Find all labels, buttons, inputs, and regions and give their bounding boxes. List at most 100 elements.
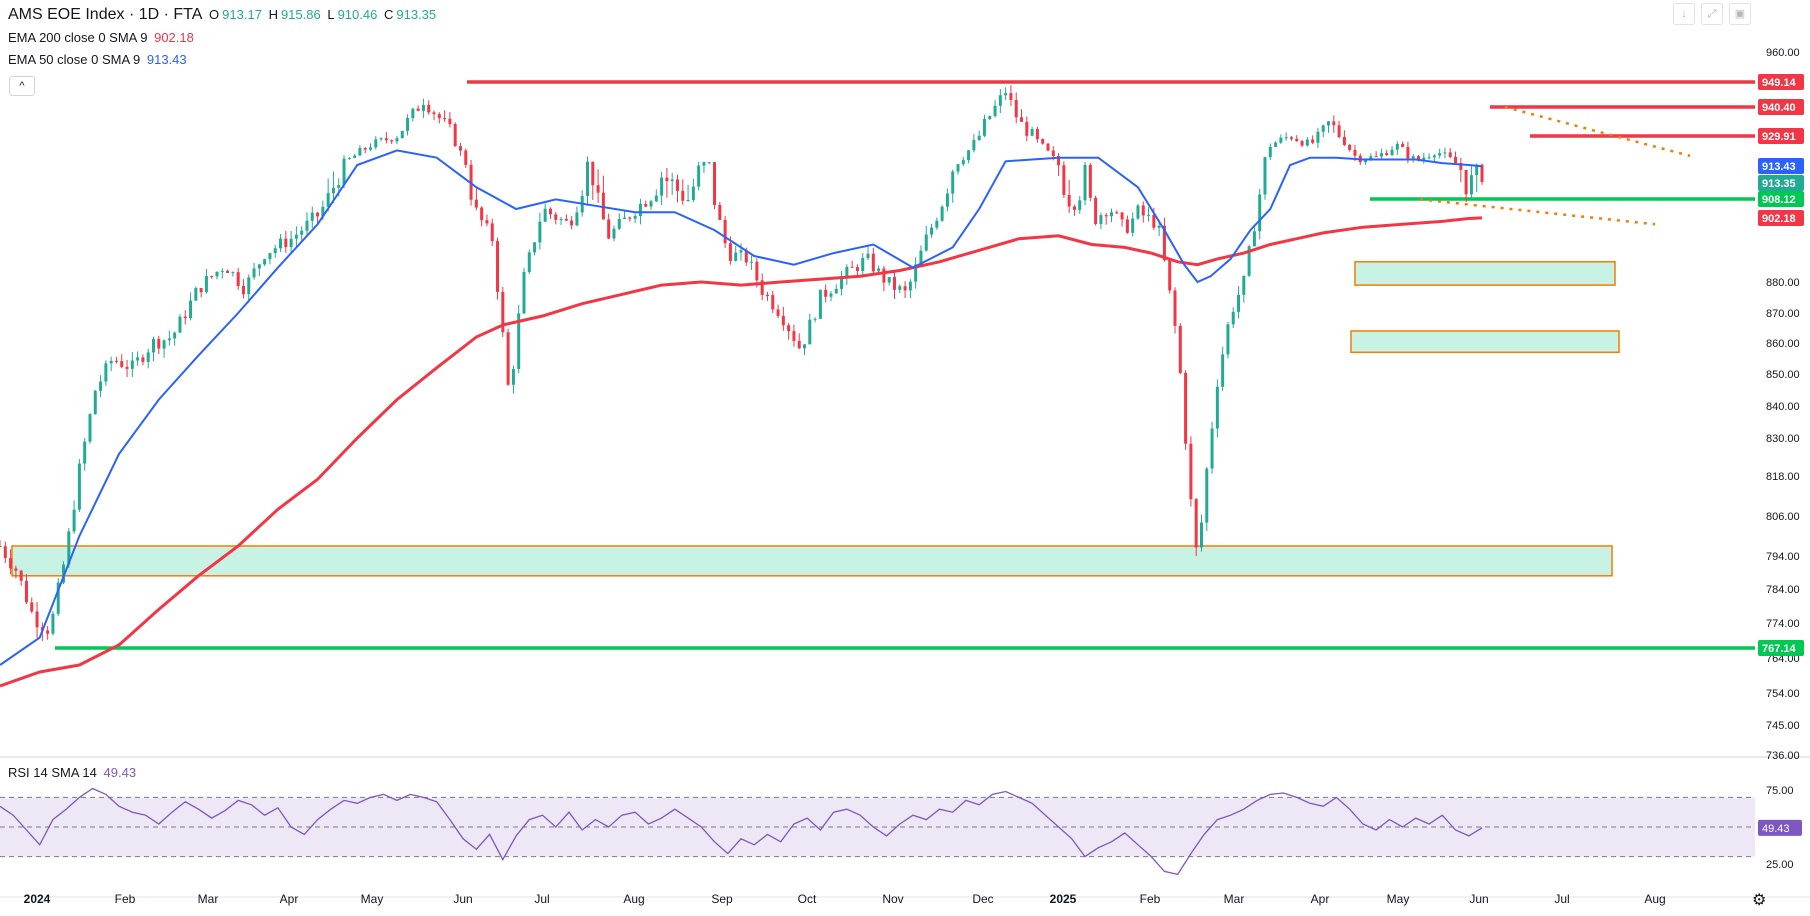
- candle-body: [411, 108, 415, 119]
- candle-body: [781, 315, 785, 326]
- candle-body: [183, 316, 187, 319]
- candle-body: [972, 140, 976, 151]
- candle-body: [892, 277, 896, 290]
- candle-body: [310, 212, 314, 221]
- candle-body: [3, 546, 7, 559]
- price-tick-label: 784.00: [1766, 584, 1800, 596]
- candle-body: [432, 112, 436, 115]
- candle-body: [1342, 137, 1346, 145]
- candle-body: [538, 221, 542, 243]
- candle-body: [1448, 152, 1452, 157]
- candle-body: [1226, 324, 1230, 355]
- candle-body: [691, 186, 695, 201]
- candle-body: [533, 242, 537, 253]
- candle-body: [840, 277, 844, 289]
- price-badge-label: 913.35: [1762, 178, 1796, 190]
- candle-body: [1416, 156, 1420, 161]
- price-tick-label: 745.00: [1766, 720, 1800, 732]
- candle-body: [882, 268, 886, 283]
- candle-body: [824, 289, 828, 297]
- candle-body: [1041, 139, 1045, 144]
- rsi-legend[interactable]: RSI 14 SMA 14 49.43: [8, 765, 139, 780]
- candle-body: [1422, 157, 1426, 161]
- candle-body: [1385, 153, 1389, 156]
- restore-icon[interactable]: ▣: [1729, 3, 1751, 25]
- candle-body: [1443, 152, 1447, 154]
- candle-body: [998, 95, 1002, 106]
- candle-body: [670, 179, 674, 182]
- candle-body: [1088, 164, 1092, 198]
- ema200-line: [0, 216, 1483, 688]
- candle-body: [1311, 139, 1315, 143]
- arrow-down-icon[interactable]: ↓: [1673, 3, 1695, 25]
- candle-body: [638, 203, 642, 217]
- ema200-legend[interactable]: EMA 200 close 0 SMA 9 902.18: [8, 30, 197, 45]
- candle-body: [496, 241, 500, 292]
- fullscreen-icon[interactable]: ⤢: [1701, 3, 1723, 25]
- candle-body: [167, 338, 171, 341]
- rsi-value-badge: [1758, 819, 1802, 836]
- candle-body: [1104, 215, 1108, 217]
- candle-body: [294, 234, 298, 239]
- candle-body: [649, 201, 653, 207]
- low-value: 910.46: [337, 7, 378, 22]
- candle-body: [967, 150, 971, 161]
- ema50-legend[interactable]: EMA 50 close 0 SMA 9 913.43: [8, 52, 190, 67]
- candle-body: [241, 285, 245, 295]
- candle-body: [1221, 354, 1225, 387]
- candle-body: [993, 105, 997, 117]
- candle-body: [1337, 125, 1341, 138]
- candle-body: [252, 268, 256, 278]
- candle-body: [951, 171, 955, 194]
- candle-body: [1110, 212, 1113, 217]
- rsi-tick-label: 75.00: [1766, 785, 1794, 797]
- time-tick-label: Sep: [711, 892, 733, 906]
- candle-body: [151, 339, 155, 353]
- candle-body: [1147, 214, 1151, 216]
- candle-body: [1401, 143, 1405, 147]
- candle-body: [1025, 121, 1029, 136]
- candle-body: [1406, 146, 1410, 159]
- chevron-up-icon[interactable]: ^: [9, 76, 35, 96]
- candle-body: [1020, 117, 1024, 122]
- candle-body: [1078, 200, 1082, 210]
- gear-icon[interactable]: ⚙: [1752, 892, 1767, 909]
- candle-body: [543, 208, 547, 222]
- time-tick-label: Mar: [1224, 892, 1245, 906]
- candle-body: [390, 140, 394, 142]
- candle-body: [369, 147, 372, 150]
- candle-body: [114, 360, 118, 362]
- candle-body: [353, 155, 357, 158]
- candle-body: [1067, 194, 1071, 207]
- time-tick-label: Apr: [280, 892, 299, 906]
- candle-body: [1258, 194, 1262, 232]
- candle-body: [956, 164, 960, 172]
- candle-body: [342, 158, 346, 186]
- rsi-tick-label: 25.00: [1766, 859, 1794, 871]
- candle-body: [803, 344, 807, 349]
- candle-body: [750, 261, 754, 263]
- candle-body: [1454, 156, 1458, 164]
- candle-body: [14, 568, 18, 571]
- candle-body: [120, 361, 124, 367]
- price-tick-label: 880.00: [1766, 277, 1800, 289]
- candle-body: [51, 613, 55, 634]
- candle-body: [834, 288, 838, 294]
- time-tick-label: Feb: [115, 892, 136, 906]
- candle-body: [548, 208, 552, 215]
- candle-body: [374, 139, 378, 148]
- candle-body: [898, 286, 902, 290]
- candle-body: [755, 261, 759, 281]
- support-zone: [1354, 261, 1616, 286]
- rsi-line: [0, 787, 1483, 876]
- time-tick-label: Nov: [882, 892, 903, 906]
- candle-body: [1289, 137, 1293, 139]
- candle-body: [570, 220, 574, 226]
- price-tick-label: 754.00: [1766, 688, 1800, 700]
- candle-body: [1348, 144, 1352, 150]
- candle-body: [924, 234, 928, 251]
- candle-body: [628, 217, 632, 219]
- candle-body: [660, 177, 664, 196]
- candle-body: [1035, 129, 1039, 140]
